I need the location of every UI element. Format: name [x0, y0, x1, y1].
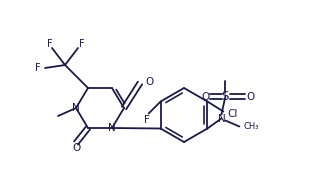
Text: F: F	[47, 39, 53, 49]
Text: O: O	[72, 143, 80, 153]
Text: F: F	[35, 63, 41, 73]
Text: F: F	[79, 39, 85, 49]
Text: Cl: Cl	[227, 108, 238, 118]
Text: N: N	[217, 113, 225, 124]
Text: O: O	[145, 77, 153, 87]
Text: CH₃: CH₃	[243, 122, 259, 131]
Text: O: O	[201, 91, 209, 101]
Text: N: N	[72, 103, 80, 113]
Text: F: F	[144, 114, 149, 125]
Text: N: N	[108, 123, 116, 133]
Text: O: O	[246, 91, 255, 101]
Text: S: S	[222, 90, 229, 103]
